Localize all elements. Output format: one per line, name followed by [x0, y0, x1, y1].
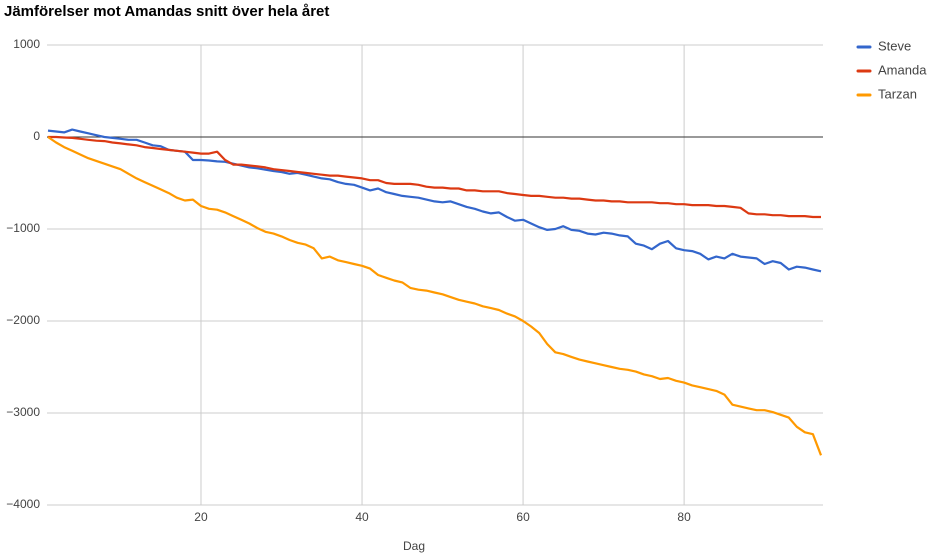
x-tick-label: 60	[516, 510, 530, 524]
legend-label: Amanda	[878, 62, 927, 77]
chart-title: Jämförelser mot Amandas snitt över hela …	[4, 3, 329, 20]
legend-label: Tarzan	[878, 86, 917, 101]
y-tick-label: 0	[33, 129, 40, 143]
y-tick-label: −3000	[6, 405, 40, 419]
series-line	[48, 135, 821, 219]
x-axis-label: Dag	[403, 539, 425, 553]
legend-label: Steve	[878, 38, 911, 53]
x-tick-label: 40	[355, 510, 369, 524]
x-tick-label: 80	[677, 510, 691, 524]
y-tick-label: −2000	[6, 313, 40, 327]
x-tick-label: 20	[194, 510, 208, 524]
y-tick-label: −1000	[6, 221, 40, 235]
series-line	[47, 128, 822, 273]
y-tick-label: 1000	[13, 37, 40, 51]
y-tick-label: −4000	[6, 497, 40, 511]
series-line	[47, 136, 823, 456]
